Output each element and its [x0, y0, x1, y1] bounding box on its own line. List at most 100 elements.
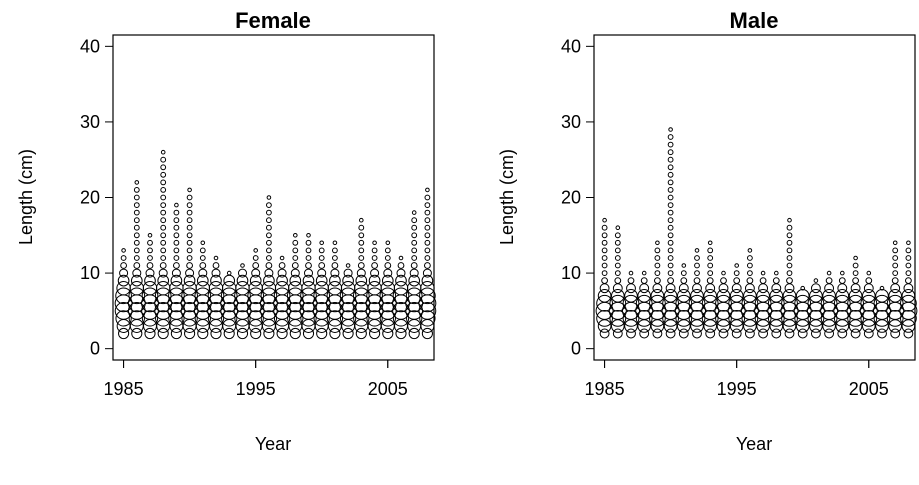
bubble-point: [186, 194, 193, 201]
bubble-point: [247, 310, 264, 327]
bubble-point: [786, 277, 793, 284]
bubble-point: [173, 247, 180, 254]
bubble-point: [612, 328, 623, 339]
bubble-point: [173, 224, 180, 231]
bubble-point: [614, 262, 621, 269]
bubble-point: [144, 327, 156, 340]
y-tick-label: 40: [80, 36, 100, 56]
bubble-point: [756, 288, 770, 303]
bubble-point: [260, 287, 278, 305]
bubble-group: [595, 127, 918, 339]
bubble-point: [667, 239, 674, 246]
bubble-point: [252, 262, 260, 269]
bubble-point: [193, 302, 212, 320]
bubble-point: [265, 262, 273, 269]
bubble-point: [302, 327, 315, 340]
x-tick-label: 2005: [849, 379, 889, 399]
bubble-point: [747, 255, 753, 261]
bubble-point: [901, 288, 916, 303]
bubble-point: [287, 310, 304, 327]
bubble-point: [720, 277, 727, 284]
bubble-point: [186, 224, 193, 231]
bubble-point: [741, 310, 759, 327]
bubble-point: [667, 232, 674, 239]
bubble-point: [332, 240, 338, 246]
bubble-point: [716, 288, 731, 303]
bubble-point: [358, 239, 365, 246]
bubble-point: [160, 194, 167, 201]
bubble-point: [424, 239, 431, 246]
bubble-point: [628, 270, 634, 276]
bubble-point: [419, 310, 436, 327]
bubble-point: [769, 288, 784, 303]
bubble-point: [825, 277, 833, 284]
bubble-point: [127, 302, 146, 320]
bubble-point: [733, 277, 741, 284]
bubble-point: [133, 209, 140, 216]
bubble-point: [251, 268, 261, 278]
bubble-point: [300, 310, 317, 327]
x-tick-label: 1995: [717, 379, 757, 399]
bubble-point: [601, 232, 608, 239]
bubble-point: [786, 247, 793, 254]
x-tick-label: 1985: [585, 379, 625, 399]
bubble-point: [290, 268, 300, 278]
bubble-point: [667, 277, 674, 284]
bubble-point: [662, 294, 679, 312]
bubble-point: [733, 270, 740, 277]
bubble-point: [160, 179, 167, 186]
bubble-point: [824, 283, 835, 294]
bubble-point: [266, 217, 272, 224]
bubble-point: [304, 268, 313, 278]
bubble-point: [371, 247, 378, 254]
bubble-point: [133, 202, 140, 209]
bubble-point: [170, 274, 183, 287]
bubble-point: [767, 294, 785, 312]
bubble-point: [639, 283, 650, 294]
bubble-point: [342, 327, 354, 340]
bubble-point: [754, 310, 772, 327]
bubble-point: [411, 255, 418, 261]
bubble-point: [615, 225, 621, 230]
bubble-point: [614, 232, 621, 239]
bubble-point: [614, 255, 621, 261]
bubble-point: [667, 247, 674, 254]
bubble-point: [173, 239, 180, 246]
bubble-point: [186, 262, 193, 269]
bubble-point: [706, 277, 714, 284]
panel-male: Male Year Length (cm) 1985 1995 2005 0 10 20 3…: [497, 8, 918, 454]
bubble-point: [665, 328, 676, 339]
bubble-point: [160, 164, 167, 171]
bubble-point: [395, 274, 407, 287]
bubble-point: [667, 209, 674, 216]
bubble-point: [305, 262, 312, 269]
bubble-point: [718, 283, 729, 294]
bubble-point: [379, 310, 396, 327]
bubble-point: [329, 274, 341, 287]
bubble-point: [731, 283, 742, 294]
bubble-point: [649, 310, 666, 327]
bubble-point: [837, 328, 848, 339]
bubble-point: [160, 149, 166, 155]
bubble-point: [238, 268, 247, 278]
bubble-point: [835, 288, 850, 303]
bubble-point: [332, 247, 338, 254]
bubble-point: [141, 287, 159, 305]
bubble-point: [266, 247, 272, 254]
bubble-point: [860, 294, 878, 312]
bubble-point: [356, 268, 366, 278]
bubble-point: [809, 288, 823, 303]
bubble-point: [694, 248, 700, 253]
bubble-point: [365, 302, 384, 320]
bubble-point: [707, 255, 714, 261]
bubble-point: [147, 255, 153, 261]
bubble-point: [263, 274, 275, 287]
bubble-point: [676, 288, 691, 303]
bubble-point: [180, 302, 199, 320]
bubble-point: [654, 262, 661, 269]
bubble-point: [694, 262, 700, 269]
y-tick-label: 30: [561, 112, 581, 132]
bubble-point: [596, 294, 613, 312]
bubble-point: [861, 288, 876, 303]
bubble-point: [810, 328, 821, 339]
